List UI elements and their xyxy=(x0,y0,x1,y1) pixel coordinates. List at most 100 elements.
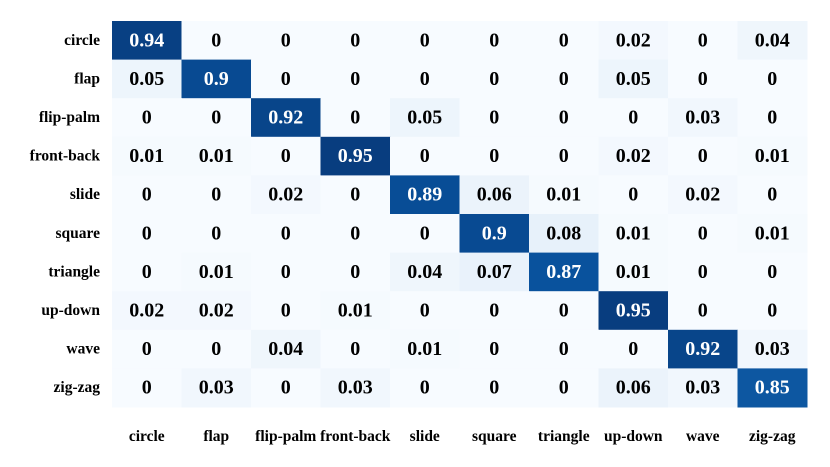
heatmap-cell-front-back-triangle xyxy=(529,136,599,176)
heatmap-cell-circle-flap xyxy=(181,21,252,61)
cell-value-flap-flip-palm: 0 xyxy=(281,68,291,90)
heatmap-cell-slide-triangle xyxy=(529,175,599,215)
cell-value-flip-palm-zig-zag: 0 xyxy=(767,107,777,129)
heatmap-cell-slide-flip-palm xyxy=(251,175,321,215)
heatmap-cell-wave-triangle xyxy=(529,329,599,369)
cell-value-up-down-zig-zag: 0 xyxy=(767,300,777,322)
cell-value-triangle-circle: 0 xyxy=(142,261,152,283)
cell-value-front-back-flip-palm: 0 xyxy=(281,145,291,167)
cell-value-square-circle: 0 xyxy=(142,222,152,244)
heatmap-cell-triangle-slide xyxy=(390,252,460,292)
cell-value-wave-up-down: 0 xyxy=(628,338,638,360)
heatmap-cell-up-down-triangle xyxy=(529,291,599,331)
cell-value-square-zig-zag: 0.01 xyxy=(755,222,790,244)
heatmap-cell-flap-zig-zag xyxy=(737,59,808,99)
heatmap-cell-up-down-flip-palm xyxy=(251,291,321,331)
column-label-triangle: triangle xyxy=(538,428,590,445)
cell-value-triangle-triangle: 0.87 xyxy=(546,261,581,283)
cell-value-flip-palm-up-down: 0 xyxy=(628,107,638,129)
cell-value-triangle-front-back: 0 xyxy=(350,261,360,283)
heatmap-cell-up-down-zig-zag xyxy=(737,291,808,331)
column-label-slide: slide xyxy=(410,428,440,445)
heatmap-cell-up-down-slide xyxy=(390,291,460,331)
cell-value-slide-front-back: 0 xyxy=(350,184,360,206)
cell-value-square-flap: 0 xyxy=(211,222,221,244)
heatmap-cell-circle-wave xyxy=(668,21,738,61)
row-label-circle: circle xyxy=(64,32,100,49)
cell-value-circle-square: 0 xyxy=(489,29,499,51)
cell-value-square-square: 0.9 xyxy=(482,222,507,244)
heatmap-cell-zig-zag-flap xyxy=(181,368,252,408)
heatmap-cell-wave-zig-zag xyxy=(737,329,808,369)
cell-value-flip-palm-wave: 0.03 xyxy=(685,107,720,129)
cell-value-triangle-zig-zag: 0 xyxy=(767,261,777,283)
heatmap-cell-square-circle xyxy=(112,214,182,254)
row-label-zig-zag: zig-zag xyxy=(54,379,101,396)
cell-value-wave-flap: 0 xyxy=(211,338,221,360)
heatmap-cell-triangle-square xyxy=(459,252,530,292)
heatmap-cell-circle-up-down xyxy=(598,21,669,61)
heatmap-cell-flap-wave xyxy=(668,59,738,99)
heatmap-cell-flip-palm-front-back xyxy=(320,98,391,138)
cell-value-flip-palm-circle: 0 xyxy=(142,107,152,129)
cell-value-wave-circle: 0 xyxy=(142,338,152,360)
heatmap-cell-square-front-back xyxy=(320,214,391,254)
heatmap-cell-slide-wave xyxy=(668,175,738,215)
heatmap-cell-flap-flap xyxy=(181,59,252,99)
cell-value-up-down-slide: 0 xyxy=(420,300,430,322)
cell-value-up-down-circle: 0.02 xyxy=(129,300,164,322)
cell-value-triangle-wave: 0 xyxy=(698,261,708,283)
heatmap-cell-front-back-flap xyxy=(181,136,252,176)
cell-value-zig-zag-flip-palm: 0 xyxy=(281,377,291,399)
heatmap-cell-flip-palm-triangle xyxy=(529,98,599,138)
row-label-slide: slide xyxy=(70,186,100,203)
column-labels: circle flap flip-palm front-back slide square… xyxy=(129,428,796,445)
cell-value-front-back-front-back: 0.95 xyxy=(338,145,373,167)
row-label-flip-palm: flip-palm xyxy=(39,109,100,126)
cell-value-circle-circle: 0.94 xyxy=(129,29,164,51)
cell-value-front-back-triangle: 0 xyxy=(559,145,569,167)
cell-value-front-back-wave: 0 xyxy=(698,145,708,167)
heatmap-cell-front-back-slide xyxy=(390,136,460,176)
column-label-flap: flap xyxy=(203,428,229,445)
cell-value-zig-zag-zig-zag: 0.85 xyxy=(755,377,790,399)
cell-value-slide-flip-palm: 0.02 xyxy=(268,184,303,206)
column-label-zig-zag: zig-zag xyxy=(749,428,796,445)
heatmap-cell-zig-zag-wave xyxy=(668,368,738,408)
heatmap-cell-slide-circle xyxy=(112,175,182,215)
row-label-flap: flap xyxy=(74,70,100,87)
cell-value-zig-zag-circle: 0 xyxy=(142,377,152,399)
cell-value-zig-zag-slide: 0 xyxy=(420,377,430,399)
cell-value-wave-flip-palm: 0.04 xyxy=(268,338,303,360)
cell-value-front-back-flap: 0.01 xyxy=(199,145,234,167)
heatmap-cell-slide-square xyxy=(459,175,530,215)
heatmap-cell-flap-up-down xyxy=(598,59,669,99)
cell-value-front-back-square: 0 xyxy=(489,145,499,167)
heatmap-cell-slide-flap xyxy=(181,175,252,215)
heatmap-cell-square-flip-palm xyxy=(251,214,321,254)
cell-value-up-down-square: 0 xyxy=(489,300,499,322)
heatmap-cell-flip-palm-up-down xyxy=(598,98,669,138)
cell-value-slide-triangle: 0.01 xyxy=(546,184,581,206)
heatmap-cell-up-down-up-down xyxy=(598,291,669,331)
cell-value-up-down-triangle: 0 xyxy=(559,300,569,322)
heatmap-cell-triangle-triangle xyxy=(529,252,599,292)
cell-value-wave-square: 0 xyxy=(489,338,499,360)
heatmap-cell-triangle-wave xyxy=(668,252,738,292)
heatmap-cell-circle-square xyxy=(459,21,530,61)
heatmap-cell-circle-triangle xyxy=(529,21,599,61)
heatmap-cell-slide-front-back xyxy=(320,175,391,215)
cell-value-flip-palm-square: 0 xyxy=(489,107,499,129)
row-label-square: square xyxy=(55,225,100,242)
heatmap-cell-slide-zig-zag xyxy=(737,175,808,215)
heatmap-cell-front-back-wave xyxy=(668,136,738,176)
row-label-triangle: triangle xyxy=(48,263,100,280)
cell-value-circle-triangle: 0 xyxy=(559,29,569,51)
cell-value-zig-zag-square: 0 xyxy=(489,377,499,399)
cell-value-square-slide: 0 xyxy=(420,222,430,244)
cell-value-square-flip-palm: 0 xyxy=(281,222,291,244)
cell-value-triangle-up-down: 0.01 xyxy=(616,261,651,283)
cell-value-flap-zig-zag: 0 xyxy=(767,68,777,90)
cell-value-flip-palm-flap: 0 xyxy=(211,107,221,129)
